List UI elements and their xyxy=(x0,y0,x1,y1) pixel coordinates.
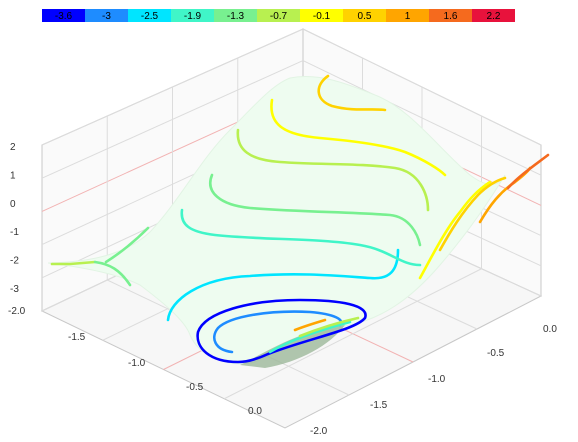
contour-line xyxy=(180,208,422,267)
z-tick-label: -1 xyxy=(10,227,19,238)
y-tick-label: -1.0 xyxy=(428,374,446,385)
legend-label: 2.2 xyxy=(487,11,501,22)
contour-line xyxy=(270,98,447,177)
contour-line xyxy=(213,310,343,354)
y-axis-ticks: 0.0 -0.5 -1.0 -1.5 -2.0 xyxy=(310,324,557,437)
legend-swatch xyxy=(257,9,300,22)
legend-label: -1.3 xyxy=(227,11,245,22)
legend-label: -3.6 xyxy=(55,11,73,22)
legend-swatch xyxy=(171,9,214,22)
z-tick-label: 0 xyxy=(10,199,16,210)
contour-line xyxy=(166,248,400,322)
contour-line xyxy=(209,173,422,247)
color-legend: -3.6 -3 -2.5 -1.9 -1.3 -0.7 -0.1 0.5 1 1.6 2.2 xyxy=(42,9,515,22)
legend-swatch xyxy=(300,9,343,22)
legend-swatch xyxy=(429,9,472,22)
contour-line xyxy=(506,153,550,190)
contour-lines xyxy=(50,74,550,364)
legend-label: 1.6 xyxy=(444,11,458,22)
y-tick-label: -1.5 xyxy=(370,400,388,411)
legend-swatch xyxy=(343,9,386,22)
y-tick-label: 0.0 xyxy=(543,324,557,335)
contour-line xyxy=(438,176,507,252)
legend-label: -2.5 xyxy=(141,11,159,22)
z-tick-label: 1 xyxy=(10,170,16,181)
legend-swatch xyxy=(85,9,128,22)
legend-swatch xyxy=(472,9,515,22)
contour-line xyxy=(317,74,387,112)
contour-line xyxy=(293,318,327,332)
contour-line xyxy=(236,128,430,212)
legend-label: 1 xyxy=(405,11,411,22)
legend-label: -1.9 xyxy=(184,11,202,22)
x-tick-label: 0.0 xyxy=(248,406,262,417)
legend-label: 0.5 xyxy=(358,11,372,22)
y-tick-label: -0.5 xyxy=(487,348,505,359)
legend-swatch xyxy=(214,9,257,22)
contour-line xyxy=(268,320,352,354)
legend-swatch xyxy=(386,9,429,22)
contour-line xyxy=(418,180,492,280)
x-tick-label: -1.5 xyxy=(68,332,86,343)
contour-line xyxy=(298,316,360,338)
z-axis-ticks: 2 1 0 -1 -2 -3 xyxy=(10,142,19,295)
grid-line xyxy=(224,268,482,400)
x-tick-label: -0.5 xyxy=(186,382,204,393)
contour-line xyxy=(50,260,97,266)
legend-label: -3 xyxy=(102,11,111,22)
x-tick-label: -2.0 xyxy=(8,306,26,317)
x-tick-label: -1.0 xyxy=(128,358,146,369)
contour-line xyxy=(93,260,132,287)
legend-label: -0.1 xyxy=(313,11,331,22)
legend-label: -0.7 xyxy=(270,11,288,22)
y-tick-label: -2.0 xyxy=(310,426,328,437)
z-tick-label: -3 xyxy=(10,284,19,295)
x-axis-ticks: -2.0 -1.5 -1.0 -0.5 0.0 xyxy=(8,306,262,417)
z-tick-label: 2 xyxy=(10,142,16,153)
legend-swatch xyxy=(42,9,85,22)
contour-line xyxy=(104,226,150,264)
z-tick-label: -2 xyxy=(10,256,19,267)
contour-line xyxy=(196,298,367,364)
legend-swatch xyxy=(128,9,171,22)
